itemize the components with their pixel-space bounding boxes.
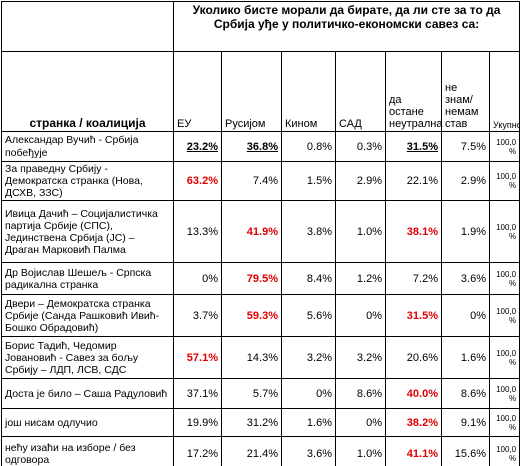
value-cell: 31.5% [385, 131, 442, 162]
column-header-row: странка / коалиција ЕУ Русијом Кином САД да о… [1, 51, 520, 132]
value-cell: 1.2% [335, 262, 386, 296]
value-cell: 2.9% [335, 160, 386, 202]
value-cell: 100,0 % [488, 336, 520, 380]
value-cell: 79.5% [221, 262, 282, 296]
value-cell: 1.6% [281, 408, 336, 438]
value-cell: 100,0 % [488, 408, 520, 438]
value-cell: 17.2% [173, 436, 222, 466]
table-body: Александар Вучић - Србија побеђује 23.2% 3… [1, 131, 520, 466]
column-header: не знам/ немам став [441, 51, 490, 132]
value-cell: 2.9% [441, 160, 490, 202]
table-row: нећу изаћи на изборе / без одговора 17.2%… [1, 436, 520, 466]
value-cell: 1.0% [335, 436, 386, 466]
value-cell: 0% [173, 262, 222, 296]
value-cell: 100,0 % [488, 160, 520, 202]
value-cell: 3.7% [173, 294, 222, 338]
party-name: нећу изаћи на изборе / без одговора [1, 436, 174, 466]
value-cell: 41.1% [385, 436, 442, 466]
party-name: Др Војислав Шешељ - Српска радикална стр… [1, 262, 174, 296]
value-cell: 0.8% [281, 131, 336, 162]
party-name: Ивица Дачић – Социјалистичка партија Срб… [1, 200, 174, 264]
value-cell: 19.9% [173, 408, 222, 438]
value-cell: 1.0% [335, 200, 386, 264]
value-cell: 38.2% [385, 408, 442, 438]
value-cell: 31.2% [221, 408, 282, 438]
value-cell: 23.2% [173, 131, 222, 162]
party-name: За праведну Србију - Демократска странка… [1, 160, 174, 202]
value-cell: 100,0 % [488, 436, 520, 466]
value-cell: 100,0 % [488, 131, 520, 162]
table-row: Двери – Демократска странка Србије (Санд… [1, 294, 520, 338]
value-cell: 5.6% [281, 294, 336, 338]
column-header: Кином [281, 51, 336, 132]
value-cell: 0.3% [335, 131, 386, 162]
value-cell: 8.6% [441, 378, 490, 410]
value-cell: 59.3% [221, 294, 282, 338]
column-header: Русијом [221, 51, 282, 132]
column-header: ЕУ [173, 51, 222, 132]
table-row: Доста је било – Саша Радуловић 37.1% 5.7% 0… [1, 378, 520, 410]
value-cell: 1.6% [441, 336, 490, 380]
value-cell: 63.2% [173, 160, 222, 202]
table-row: још нисам одлучио 19.9% 31.2% 1.6% 0% 38.2% 9.… [1, 408, 520, 438]
value-cell: 57.1% [173, 336, 222, 380]
table-title: Уколико бисте морали да бирате, да ли ст… [172, 1, 520, 52]
value-cell: 100,0 % [488, 200, 520, 264]
value-cell: 22.1% [385, 160, 442, 202]
value-cell: 3.6% [441, 262, 490, 296]
value-cell: 41.9% [221, 200, 282, 264]
value-cell: 5.7% [221, 378, 282, 410]
table-row: Александар Вучић - Србија побеђује 23.2% 3… [1, 131, 520, 162]
value-cell: 7.5% [441, 131, 490, 162]
value-cell: 100,0 % [488, 294, 520, 338]
value-cell: 36.8% [221, 131, 282, 162]
value-cell: 7.4% [221, 160, 282, 202]
table-row: За праведну Србију - Демократска странка… [1, 160, 520, 202]
value-cell: 0% [281, 378, 336, 410]
value-cell: 15.6% [441, 436, 490, 466]
value-cell: 3.2% [335, 336, 386, 380]
value-cell: 3.2% [281, 336, 336, 380]
value-cell: 8.4% [281, 262, 336, 296]
value-cell: 8.6% [335, 378, 386, 410]
table-row: Борис Тадић, Чедомир Јовановић - Савез з… [1, 336, 520, 380]
value-cell: 100,0 % [488, 262, 520, 296]
party-name: Двери – Демократска странка Србије (Санд… [1, 294, 174, 338]
value-cell: 13.3% [173, 200, 222, 264]
party-name: Борис Тадић, Чедомир Јовановић - Савез з… [1, 336, 174, 380]
value-cell: 100,0 % [488, 378, 520, 410]
party-name: Александар Вучић - Србија побеђује [1, 131, 174, 162]
table-row: Ивица Дачић – Социјалистичка партија Срб… [1, 200, 520, 264]
value-cell: 1.5% [281, 160, 336, 202]
value-cell: 37.1% [173, 378, 222, 410]
value-cell: 0% [441, 294, 490, 338]
value-cell: 38.1% [385, 200, 442, 264]
value-cell: 7.2% [385, 262, 442, 296]
value-cell: 3.8% [281, 200, 336, 264]
value-cell: 0% [335, 294, 386, 338]
value-cell: 40.0% [385, 378, 442, 410]
value-cell: 20.6% [385, 336, 442, 380]
value-cell: 3.6% [281, 436, 336, 466]
party-name: Доста је било – Саша Радуловић [1, 378, 174, 410]
value-cell: 14.3% [221, 336, 282, 380]
column-header: Укупно [488, 51, 520, 132]
column-header: да остане неутрална [385, 51, 442, 132]
corner-cell [1, 1, 174, 52]
column-header: САД [335, 51, 386, 132]
column-header: странка / коалиција [1, 51, 174, 132]
table-row: Др Војислав Шешељ - Српска радикална стр… [1, 262, 520, 296]
value-cell: 9.1% [441, 408, 490, 438]
value-cell: 31.5% [385, 294, 442, 338]
value-cell: 21.4% [221, 436, 282, 466]
value-cell: 1.9% [441, 200, 490, 264]
party-name: још нисам одлучио [1, 408, 174, 438]
value-cell: 0% [335, 408, 386, 438]
